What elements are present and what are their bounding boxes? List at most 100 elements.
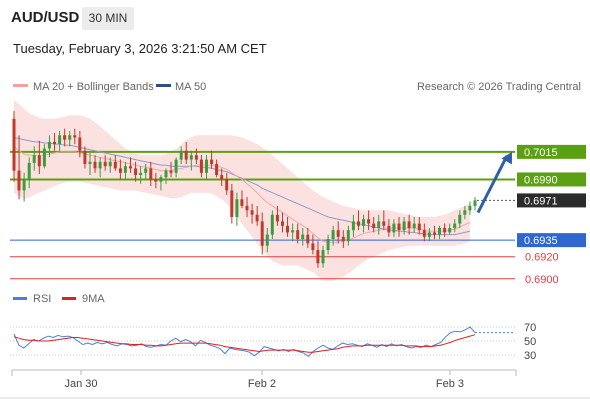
candle-body xyxy=(301,234,305,239)
candle-body xyxy=(306,234,310,244)
candle-body xyxy=(387,225,391,233)
candle-body xyxy=(159,177,163,182)
candle-body xyxy=(346,230,350,242)
candle-body xyxy=(260,221,264,246)
forecast-arrow-shaft xyxy=(476,155,509,214)
candle-body xyxy=(412,223,416,228)
candle-body xyxy=(433,232,436,235)
level-label-box xyxy=(517,172,586,187)
time-tick-label: Jan 30 xyxy=(64,378,97,390)
candle-body xyxy=(129,166,132,169)
candle-body xyxy=(68,135,72,140)
rsi-legend-swatch xyxy=(13,297,27,300)
candle-body xyxy=(169,170,173,173)
candle-body xyxy=(37,155,41,167)
candle-body xyxy=(448,228,452,233)
level-label-resistance: 0.7015 xyxy=(524,147,558,159)
candle-body xyxy=(326,239,330,250)
candle-body xyxy=(427,232,431,237)
candle-body xyxy=(468,205,472,211)
candle-body xyxy=(63,135,67,140)
candle-body xyxy=(58,135,62,145)
candle-body xyxy=(123,166,127,173)
candle-body xyxy=(27,162,31,180)
symbol-title: AUD/USD xyxy=(11,9,80,26)
candle-body xyxy=(225,179,229,191)
candle-body xyxy=(210,159,214,164)
candle-body xyxy=(240,199,244,206)
candle-body xyxy=(144,168,148,173)
candle-body xyxy=(103,161,107,167)
candle-body xyxy=(17,170,21,191)
candle-body xyxy=(281,221,284,226)
level-label-box xyxy=(517,233,586,248)
candle-body xyxy=(42,148,46,167)
level-label-pivot: 0.6935 xyxy=(524,235,558,247)
candle-body xyxy=(402,221,406,231)
candle-body xyxy=(139,172,143,175)
time-axis: Jan 30 Feb 2 Feb 3 xyxy=(0,369,590,399)
level-label-resistance: 0.6990 xyxy=(524,174,558,186)
candle-body xyxy=(458,214,462,224)
candle-body xyxy=(83,150,87,164)
candle-body xyxy=(205,159,208,173)
candle-body xyxy=(220,175,224,180)
candle-body xyxy=(407,221,411,228)
candle-body xyxy=(47,141,51,149)
ma20-legend-label: MA 20 + Bollinger Bands xyxy=(33,81,154,93)
candle-body xyxy=(417,223,421,231)
datetime-label: Tuesday, February 3, 2026 3:21:50 AM CET xyxy=(13,41,267,56)
candle-body xyxy=(134,168,138,175)
candle-body xyxy=(438,228,441,235)
credit-label: Research © 2026 Trading Central xyxy=(417,81,581,93)
rsi-series-line xyxy=(13,326,476,358)
candle-body xyxy=(367,219,371,224)
candle-body xyxy=(331,230,335,239)
rsi-legend-label: RSI xyxy=(33,293,51,305)
candle-body xyxy=(453,223,457,228)
candle-body xyxy=(336,230,340,237)
candle-body xyxy=(118,168,122,173)
current-price-label: 0.6971 xyxy=(524,195,558,207)
candle-body xyxy=(311,243,315,250)
candle-body xyxy=(32,155,36,163)
candle-body xyxy=(88,161,92,164)
chart-header: AUD/USD 30 MIN xyxy=(0,0,590,38)
level-label-support: 0.6920 xyxy=(525,252,559,264)
candle-body xyxy=(230,190,234,217)
candle-body xyxy=(351,221,355,231)
timeframe-badge[interactable]: 30 MIN xyxy=(82,7,134,30)
rsi-tick-label: 30 xyxy=(524,350,536,362)
candle-body xyxy=(372,223,376,228)
rsi-series-line xyxy=(13,334,476,353)
candle-body xyxy=(73,135,77,138)
candle-body xyxy=(250,210,254,215)
candle-body xyxy=(164,170,168,178)
candle-body xyxy=(377,221,381,228)
candle-body xyxy=(12,118,16,171)
candle-body xyxy=(397,223,401,231)
candle-body xyxy=(113,161,117,169)
ma20-legend-swatch xyxy=(13,84,28,87)
current-price-box xyxy=(517,193,586,208)
candle-body xyxy=(154,179,158,182)
candle-body xyxy=(245,205,249,211)
candle-body xyxy=(362,219,365,226)
candle-body xyxy=(78,137,82,151)
candle-body xyxy=(199,159,203,173)
ma50-legend-label: MA 50 xyxy=(175,81,206,93)
candle-body xyxy=(341,236,345,242)
candle-body xyxy=(296,230,300,239)
candle-body xyxy=(316,250,320,264)
candle-body xyxy=(265,234,269,246)
candle-body xyxy=(291,230,295,233)
time-tick-label: Feb 2 xyxy=(248,378,276,390)
candle-body xyxy=(179,150,183,160)
candle-body xyxy=(215,164,219,175)
candle-body xyxy=(149,168,153,180)
candle-body xyxy=(93,161,97,169)
candle-body xyxy=(270,214,274,235)
candle-body xyxy=(275,214,279,222)
candle-body xyxy=(53,141,56,145)
candle-body xyxy=(443,228,447,233)
